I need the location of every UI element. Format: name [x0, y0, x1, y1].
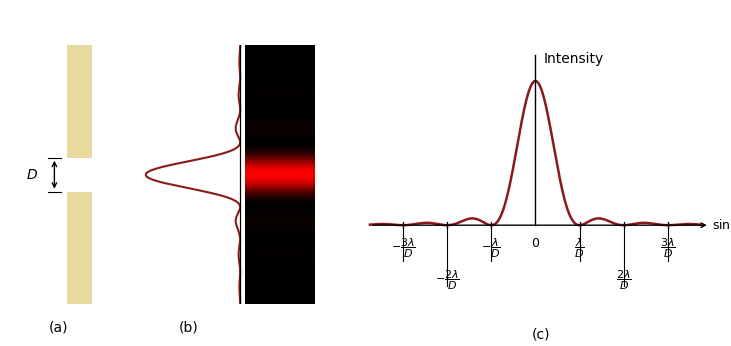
Text: $\dfrac{2\lambda}{D}$: $\dfrac{2\lambda}{D}$ [616, 268, 632, 292]
Text: (b): (b) [178, 320, 198, 334]
Bar [67, 192, 92, 304]
Text: $-\dfrac{\lambda}{D}$: $-\dfrac{\lambda}{D}$ [481, 237, 501, 260]
Text: $\dfrac{3\lambda}{D}$: $\dfrac{3\lambda}{D}$ [660, 237, 675, 260]
Text: $\sin\,\theta$: $\sin\,\theta$ [712, 218, 731, 232]
Text: (c): (c) [531, 328, 550, 342]
Text: $-\dfrac{2\lambda}{D}$: $-\dfrac{2\lambda}{D}$ [435, 268, 460, 292]
Text: $\dfrac{\lambda}{D}$: $\dfrac{\lambda}{D}$ [575, 237, 585, 260]
Text: $-\dfrac{3\lambda}{D}$: $-\dfrac{3\lambda}{D}$ [390, 237, 415, 260]
Text: (a): (a) [49, 320, 68, 334]
Text: Intensity: Intensity [543, 52, 604, 66]
Text: $0$: $0$ [531, 237, 540, 250]
Bar [67, 28, 92, 158]
Text: D: D [26, 168, 37, 182]
